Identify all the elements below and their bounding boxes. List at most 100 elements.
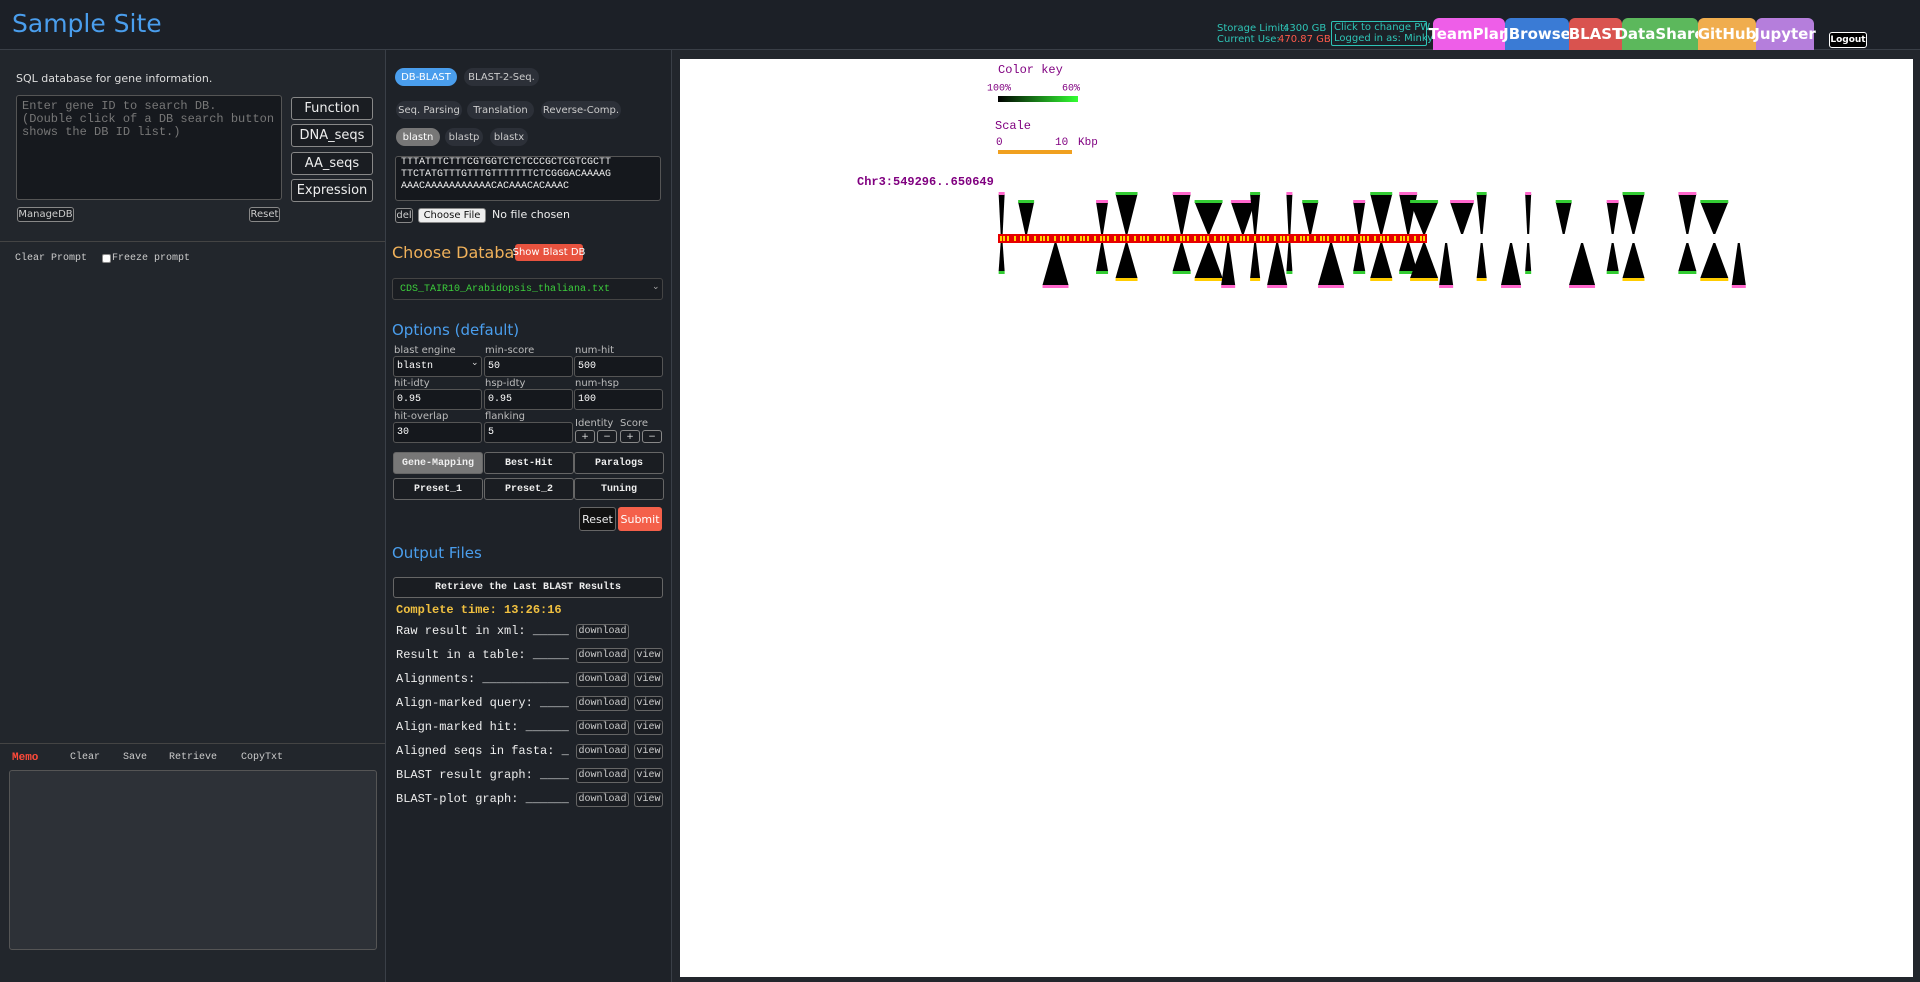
- database-select[interactable]: CDS_TAIR10_Arabidopsis_thaliana.txt: [392, 278, 663, 300]
- field-input[interactable]: 100: [574, 389, 663, 410]
- show-db-button[interactable]: Show Blast DB: [513, 244, 585, 261]
- memo-action[interactable]: Clear: [70, 752, 101, 763]
- hit-cap: [1096, 271, 1109, 274]
- identity-tick: [1007, 236, 1009, 241]
- clear-prompt[interactable]: Clear Prompt: [15, 253, 88, 264]
- identity-tick: [1180, 236, 1182, 241]
- output-action[interactable]: download: [576, 696, 629, 711]
- choose-file-button[interactable]: Choose File: [418, 208, 486, 223]
- sequence-input[interactable]: TTTATTTCTTTCGTGGTCTCTCCCGCTCGTCGCTT TTCT…: [395, 156, 661, 201]
- site-title: Sample Site: [12, 9, 162, 38]
- output-action[interactable]: download: [576, 720, 629, 735]
- field-input[interactable]: 5: [484, 422, 573, 443]
- hit-link: [1700, 243, 1729, 278]
- identity-tick: [1387, 236, 1389, 241]
- output-action[interactable]: view: [634, 672, 663, 687]
- program-tab[interactable]: blastx: [490, 128, 528, 146]
- hit-cap: [1286, 192, 1293, 195]
- search-button[interactable]: Expression: [291, 179, 373, 202]
- nav-button[interactable]: Jupyter: [1754, 18, 1816, 50]
- scale-bar: [998, 150, 1072, 154]
- mode-button[interactable]: Tuning: [574, 478, 664, 500]
- submit-button[interactable]: Submit: [618, 507, 662, 531]
- mode-button[interactable]: Preset_1: [393, 478, 483, 500]
- nav-button[interactable]: TeamPlan: [1428, 18, 1510, 50]
- mode-button[interactable]: Preset_2: [484, 478, 574, 500]
- field-input[interactable]: 0.95: [484, 389, 573, 410]
- hit-link: [1410, 202, 1439, 234]
- memo-action[interactable]: CopyTxt: [241, 752, 284, 763]
- hit-cap: [1450, 200, 1475, 203]
- identity-tick: [1327, 236, 1329, 241]
- identity-tick: [1200, 236, 1202, 241]
- search-reset-button[interactable]: Reset: [249, 207, 280, 222]
- mode-button[interactable]: Best-Hit: [484, 452, 574, 474]
- output-action[interactable]: view: [634, 720, 663, 735]
- mode-button[interactable]: Gene-Mapping: [393, 452, 483, 474]
- search-input[interactable]: Enter gene ID to search DB. (Double clic…: [16, 95, 282, 200]
- change-password[interactable]: Click to change PW: [1334, 22, 1431, 33]
- search-button[interactable]: AA_seqs: [291, 152, 373, 175]
- output-action[interactable]: view: [634, 696, 663, 711]
- program-tab[interactable]: blastn: [396, 128, 440, 146]
- freeze-checkbox[interactable]: [102, 254, 111, 263]
- hit-link: [1476, 243, 1487, 278]
- hit-link: [1172, 194, 1191, 234]
- program-tab[interactable]: blastp: [445, 128, 483, 146]
- output-action[interactable]: view: [634, 648, 663, 663]
- output-action[interactable]: download: [576, 624, 629, 639]
- output-action[interactable]: download: [576, 648, 629, 663]
- field-input[interactable]: blastn: [393, 356, 482, 377]
- output-action[interactable]: download: [576, 792, 629, 807]
- memo-action[interactable]: Retrieve: [169, 752, 218, 763]
- output-action[interactable]: view: [634, 744, 663, 759]
- tool-tab[interactable]: Translation: [467, 101, 534, 119]
- nav-button[interactable]: JBrowse: [1503, 18, 1571, 50]
- output-action[interactable]: download: [576, 768, 629, 783]
- hit-cap: [1606, 200, 1619, 203]
- nav-button[interactable]: BLAST: [1569, 18, 1622, 50]
- hit-cap: [1525, 271, 1532, 274]
- identity-tick: [1320, 236, 1322, 241]
- field-input[interactable]: 30: [393, 422, 482, 443]
- account-box[interactable]: [1331, 21, 1427, 46]
- output-action[interactable]: download: [576, 744, 629, 759]
- field-input[interactable]: 50: [484, 356, 573, 377]
- output-action[interactable]: download: [576, 672, 629, 687]
- search-button[interactable]: DNA_seqs: [291, 124, 373, 147]
- nav-button[interactable]: DataShare: [1615, 18, 1705, 50]
- tool-tab[interactable]: Reverse-Comp.: [541, 101, 621, 119]
- field-label: hit-overlap: [394, 411, 449, 422]
- blast-tab[interactable]: DB-BLAST: [395, 68, 457, 86]
- hit-link: [1286, 194, 1293, 234]
- adjust-button[interactable]: −: [597, 430, 617, 443]
- hit-link: [1622, 194, 1645, 234]
- blast-tab[interactable]: BLAST-2-Seq.: [464, 68, 539, 86]
- complete-time: Complete time: 13:26:16: [396, 603, 562, 617]
- identity-tick: [1267, 236, 1269, 241]
- tool-tab[interactable]: Seq. Parsing: [396, 101, 462, 119]
- adjust-button[interactable]: +: [575, 430, 595, 443]
- adjust-button[interactable]: +: [620, 430, 640, 443]
- memo-input[interactable]: [9, 770, 377, 950]
- identity-tick: [1134, 236, 1136, 241]
- identity-tick: [1043, 236, 1045, 241]
- nav-button[interactable]: GitHub: [1698, 18, 1756, 50]
- hit-link: [1525, 194, 1532, 234]
- adjust-button[interactable]: −: [642, 430, 662, 443]
- field-input[interactable]: 500: [574, 356, 663, 377]
- retrieve-button[interactable]: Retrieve the Last BLAST Results: [393, 577, 663, 598]
- identity-tick: [1207, 236, 1209, 241]
- output-action[interactable]: view: [634, 792, 663, 807]
- search-button[interactable]: Function: [291, 97, 373, 120]
- logout-button[interactable]: Logout: [1829, 32, 1867, 48]
- field-input[interactable]: 0.95: [393, 389, 482, 410]
- hit-link: [1399, 243, 1418, 271]
- output-action[interactable]: view: [634, 768, 663, 783]
- reset-button[interactable]: Reset: [579, 507, 616, 531]
- delete-button[interactable]: del: [395, 208, 413, 223]
- hit-link: [1501, 243, 1522, 285]
- manage-db-button[interactable]: ManageDB: [17, 207, 74, 222]
- memo-action[interactable]: Save: [123, 752, 148, 763]
- mode-button[interactable]: Paralogs: [574, 452, 664, 474]
